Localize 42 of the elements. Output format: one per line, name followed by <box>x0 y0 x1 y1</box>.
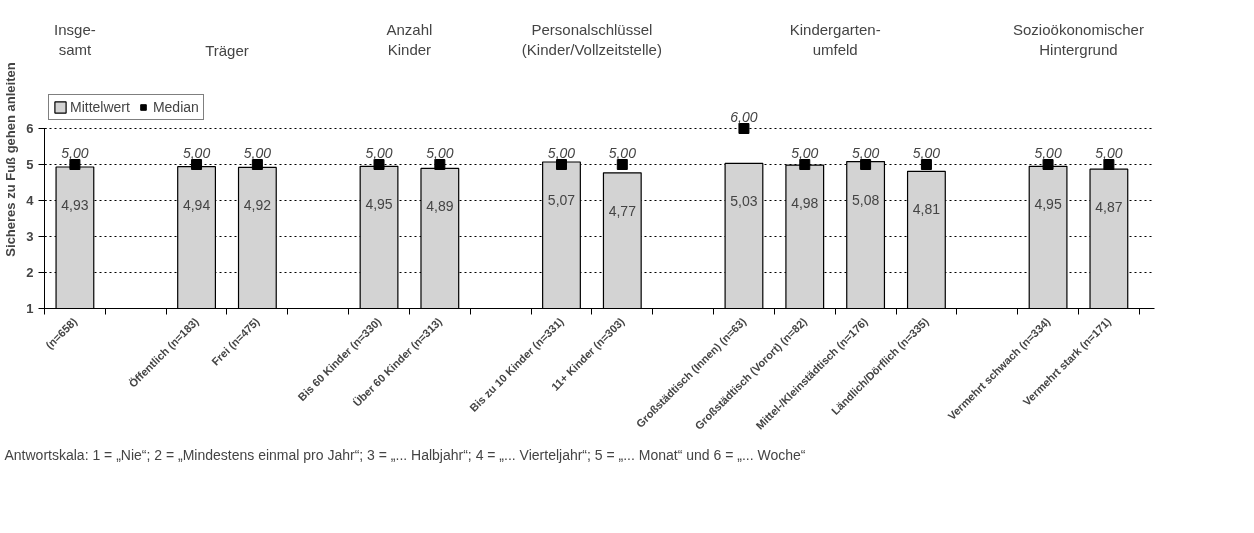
data-label: 4,89 <box>426 198 454 215</box>
data-label: 5,00 <box>61 144 89 161</box>
y-axis-title: Sicheres zu Fuß gehen anleiten <box>3 62 19 257</box>
data-label: 5,00 <box>426 144 454 161</box>
data-label: 5,00 <box>608 144 637 161</box>
data-label: 5,00 <box>912 144 941 161</box>
data-label: 4,93 <box>61 197 89 214</box>
data-label: 4,81 <box>912 201 941 218</box>
y-tick-label: 4 <box>26 193 35 208</box>
data-label: 5,00 <box>365 144 393 161</box>
y-tick-label: 2 <box>26 265 34 280</box>
legend-label: Median <box>152 99 199 115</box>
text: Antwortskala: 1 = „Nie“; 2 = „Mindestens einmal pro Jahr“; 3 = „... Halbjahr“; 4 = „... Vierteljahr“; 5 = „... Monat“ und 6 = „... Woche“ <box>4 446 806 463</box>
data-label: 4,77 <box>608 202 637 219</box>
data-label: 5,00 <box>547 144 576 161</box>
data-label: 4,92 <box>243 197 272 214</box>
text: Personalschlüssel (Kinder/Vollzeitstelle) <box>521 21 662 59</box>
text: Anzahl Kinder <box>386 21 433 59</box>
data-label: 5,00 <box>182 144 211 161</box>
data-label: 4,94 <box>182 196 211 213</box>
y-tick-label: 1 <box>26 301 34 316</box>
text: Insge- samt <box>54 21 96 59</box>
data-label: 5,00 <box>1034 144 1062 161</box>
data-label: 4,95 <box>1034 196 1062 213</box>
data-label: 5,00 <box>1095 144 1123 161</box>
data-label: 5,00 <box>243 144 272 161</box>
data-label: 5,08 <box>851 191 880 208</box>
data-label: 6,00 <box>730 108 758 125</box>
y-tick-label: 3 <box>26 229 34 244</box>
text: Träger <box>205 41 249 59</box>
text: Sozioökonomischer Hintergrund <box>1013 21 1144 59</box>
y-tick-label: 5 <box>26 157 34 172</box>
data-label: 5,00 <box>851 144 880 161</box>
text: Kindergarten- umfeld <box>789 21 881 59</box>
data-label: 5,00 <box>791 144 819 161</box>
data-label: 5,03 <box>730 193 758 210</box>
data-label: 4,87 <box>1095 199 1123 216</box>
data-label: 4,98 <box>791 195 819 212</box>
data-label: 5,07 <box>547 191 576 208</box>
legend-label: Mittelwert <box>70 99 130 115</box>
data-label: 4,95 <box>365 196 393 213</box>
y-tick-label: 6 <box>26 121 34 136</box>
